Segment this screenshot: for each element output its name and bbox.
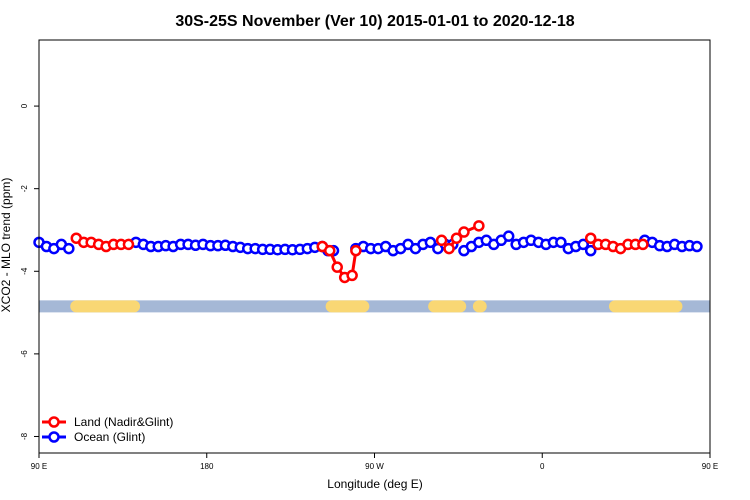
series-layer [33,220,703,284]
legend-label-ocean: Ocean (Glint) [74,430,145,444]
legend-land-marker [48,416,60,428]
data-point [584,232,597,244]
legend: Land (Nadir&Glint) Ocean (Glint) [42,415,173,444]
legend-ocean-marker [48,431,60,443]
data-point [424,236,437,249]
y-tick-label: -6 [20,350,29,358]
x-axis-ticks: 90 E 180 90 W 0 90 E [31,453,718,471]
data-point [350,244,362,257]
series-ocean [33,230,703,257]
data-point [584,244,597,257]
legend-label-land: Land (Nadir&Glint) [74,415,173,429]
data-point [443,242,455,255]
y-axis-ticks: 0 -2 -4 -6 -8 [20,103,39,440]
x-tick-label: 90 W [365,462,384,471]
data-point [577,238,590,251]
data-point [691,240,703,253]
series-land [70,220,649,284]
x-axis-label: Longitude (deg E) [327,477,422,491]
x-tick-label: 180 [200,462,214,471]
x-tick-label: 90 E [31,462,47,471]
data-point [346,269,358,282]
y-tick-label: -4 [20,267,29,275]
data-point [450,232,463,244]
data-point [473,220,485,232]
y-tick-label: 0 [20,103,29,108]
data-point [122,238,135,251]
x-tick-label: 90 E [702,462,718,471]
data-point [458,226,470,238]
data-point [331,261,343,273]
y-tick-label: -8 [20,432,29,440]
y-axis-label: XCO2 - MLO trend (ppm) [0,178,13,313]
data-point [324,244,336,257]
data-point [637,238,649,251]
x-tick-label: 0 [540,462,545,471]
data-point [555,236,567,249]
data-point [63,242,75,255]
data-point [435,234,448,247]
chart-title: 30S-25S November (Ver 10) 2015-01-01 to … [175,13,574,30]
data-point [502,230,515,242]
y-tick-label: -2 [20,185,29,193]
